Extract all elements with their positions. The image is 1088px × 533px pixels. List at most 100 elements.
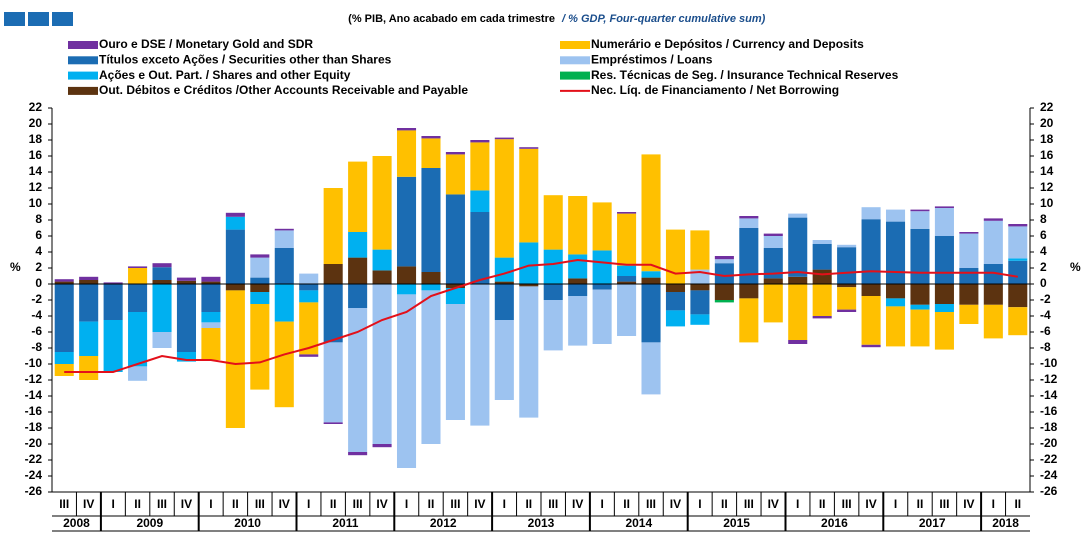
bar-segment [837, 244, 857, 248]
y-tick-label: -14 [25, 388, 43, 402]
bar-segment [788, 340, 808, 344]
bar-segment [250, 277, 270, 284]
x-tick-label: III [646, 497, 656, 511]
bar-segment [225, 212, 245, 217]
bar-segment [763, 278, 783, 284]
bar-segment [910, 228, 930, 284]
bar-segment [763, 233, 783, 236]
bar-segment [983, 218, 1003, 221]
bar-segment [128, 312, 148, 367]
x-tick-label: IV [963, 497, 974, 511]
y-tick-label: -24 [25, 468, 43, 482]
legend-label: Ações e Out. Part. / Shares and other Eq… [99, 68, 351, 82]
x-tick-label: IV [670, 497, 681, 511]
x-tick-label: I [209, 497, 212, 511]
bar-segment [592, 284, 612, 290]
bar-segment [641, 284, 661, 343]
legend-swatch [68, 71, 98, 80]
bar-segment [837, 284, 857, 288]
bar-segment [714, 284, 734, 300]
y-tick-label: -16 [25, 404, 43, 418]
bar-segment [837, 309, 857, 312]
bar-segment [690, 314, 710, 325]
bar-segment [568, 296, 588, 346]
bar-segment [519, 242, 539, 284]
x-tick-label: II [721, 497, 728, 511]
x-tick-label: III [842, 497, 852, 511]
bar-segment [983, 220, 1003, 264]
x-tick-label: II [232, 497, 239, 511]
bar-segment [128, 284, 148, 312]
bar-segment [763, 248, 783, 279]
bar-segment [910, 211, 930, 229]
legend-swatch [68, 41, 98, 49]
bar-segment [617, 212, 637, 214]
bar-segment [470, 212, 490, 284]
bar-segment [617, 281, 637, 284]
bar-segment [641, 342, 661, 395]
bar-segment [396, 266, 417, 284]
bar-segment [372, 249, 392, 271]
bar-segment [396, 128, 417, 131]
bar-segment [54, 279, 74, 282]
x-tick-label: I [796, 497, 799, 511]
bar-segment [274, 230, 294, 248]
legend-label: Empréstimos / Loans [591, 52, 713, 66]
bar-segment [372, 444, 392, 448]
legend-label: Nec. Líq. de Financiamento / Net Borrowi… [591, 83, 839, 97]
bar-segment [348, 161, 368, 232]
bar-segment [201, 281, 221, 284]
bar-segment [910, 309, 930, 347]
y-tick-label: -26 [25, 484, 43, 498]
bar-segment [225, 284, 245, 291]
bar-segment [568, 254, 588, 279]
bar-segment [201, 276, 221, 282]
bar-segment [934, 236, 954, 284]
bar-segment [519, 284, 539, 287]
bar-segment [714, 263, 734, 284]
x-tick-label: III [59, 497, 69, 511]
subtitle: (% PIB, Ano acabado em cada trimestre [348, 13, 555, 25]
bar-segment [299, 273, 319, 284]
bar-segment [568, 196, 588, 255]
y-tick-label: 8 [1040, 212, 1047, 226]
bar-segment [861, 296, 881, 345]
year-label: 2011 [332, 516, 358, 530]
y-tick-label: -10 [25, 356, 43, 370]
bar-segment [103, 284, 123, 320]
bar-segment [494, 257, 514, 282]
y-tick-label: -2 [31, 292, 42, 306]
bar-segment [421, 138, 441, 168]
bar-segment [592, 250, 612, 284]
bar-segment [372, 156, 392, 250]
bar-segment [152, 284, 172, 332]
bar-segment [739, 284, 759, 299]
bar-segment [421, 136, 441, 139]
bar-segment [372, 284, 392, 444]
bar-segment [665, 229, 686, 284]
bar-segment [396, 284, 417, 295]
y-tick-label: -18 [1040, 420, 1058, 434]
bar-segment [445, 288, 465, 304]
x-tick-label: II [1014, 497, 1021, 511]
legend-label: Títulos exceto Ações / Securities other … [99, 52, 392, 66]
y-tick-label: -22 [1040, 452, 1058, 466]
bar-segment [103, 320, 123, 372]
legend-swatch [560, 71, 590, 80]
bar-segment [739, 228, 759, 284]
y-tick-label: 10 [1040, 196, 1054, 210]
bar-segment [79, 280, 99, 284]
bar-segment [959, 284, 979, 305]
bar-segment [861, 219, 881, 284]
bar-segment [201, 312, 221, 323]
bar-segment [983, 304, 1003, 339]
y-tick-label: -26 [1040, 484, 1058, 498]
bar-segment [494, 284, 514, 320]
bar-segment [543, 249, 563, 284]
y-tick-label: 22 [29, 100, 43, 114]
bar-segment [934, 206, 954, 208]
bar-segment [812, 269, 832, 284]
bar-segment [348, 257, 368, 284]
x-tick-label: II [428, 497, 435, 511]
